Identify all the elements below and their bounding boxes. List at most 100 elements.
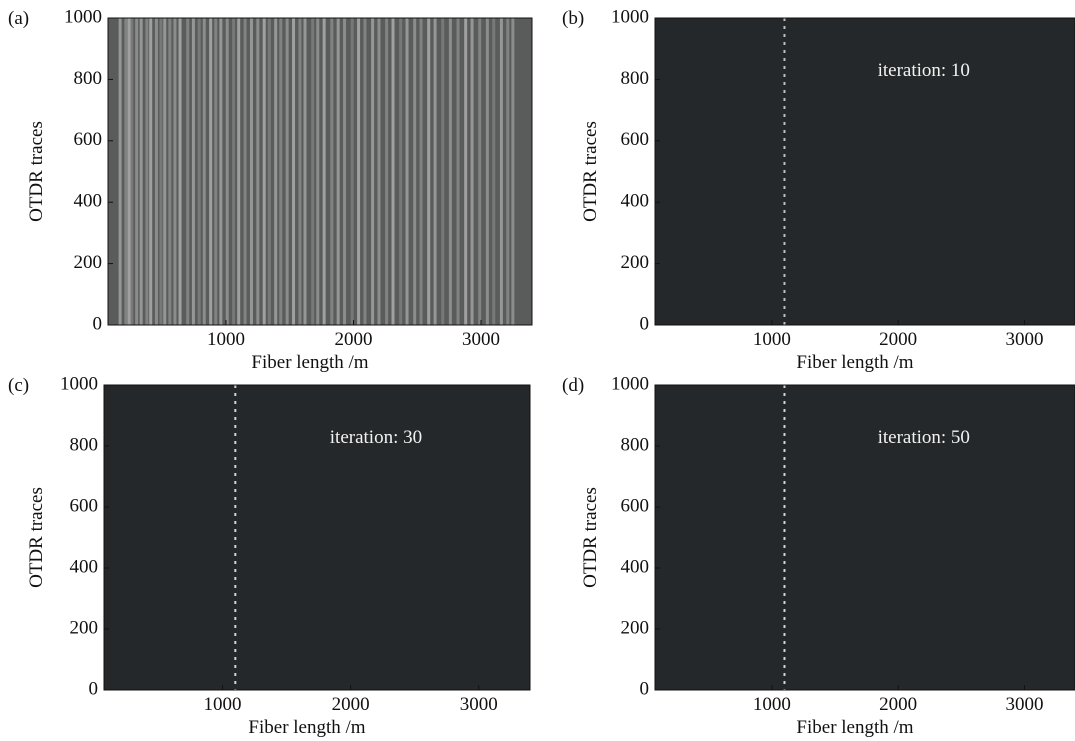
trace-stripe — [448, 18, 452, 325]
trace-stripe — [499, 18, 503, 325]
axes-frame — [103, 384, 531, 691]
trace-stripe — [274, 18, 278, 325]
y-tick-label: 0 — [93, 313, 103, 334]
trace-stripe — [249, 18, 253, 325]
trace-stripe — [197, 18, 201, 325]
annotation: iteration: 10 — [878, 60, 970, 81]
y-tick-label: 400 — [70, 556, 99, 577]
plot-area — [655, 18, 1075, 325]
x-tick-label: 3000 — [460, 694, 498, 715]
trace-stripe — [357, 18, 361, 325]
trace-stripe — [456, 18, 460, 325]
trace-stripe — [399, 18, 403, 325]
trace-stripe — [492, 18, 496, 325]
y-tick-label: 0 — [89, 678, 99, 699]
trace-stripe — [232, 18, 236, 325]
trace-stripe — [433, 18, 437, 325]
x-tick-label: 2000 — [879, 329, 917, 350]
trace-stripe — [135, 18, 139, 325]
trace-stripe — [202, 18, 206, 325]
y-tick-label: 400 — [74, 191, 103, 212]
trace-stripe — [225, 18, 229, 325]
plot-area — [108, 18, 532, 325]
trace-stripe — [385, 18, 389, 325]
y-tick-label: 200 — [74, 252, 103, 273]
trace-stripe — [478, 18, 482, 325]
y-tick-label: 400 — [621, 191, 650, 212]
y-tick-label: 800 — [70, 434, 99, 455]
annotation: iteration: 50 — [878, 427, 970, 448]
trace-stripe — [237, 18, 241, 325]
y-axis-label: OTDR traces — [580, 487, 601, 588]
x-axis-label: Fiber length /m — [248, 717, 365, 738]
x-axis-label: Fiber length /m — [251, 352, 368, 373]
x-tick-label: 2000 — [879, 694, 917, 715]
panel-label: (d) — [562, 375, 584, 396]
trace-stripe — [130, 18, 134, 325]
trace-stripe — [191, 18, 195, 325]
trace-stripe — [149, 18, 153, 325]
y-tick-label: 1000 — [64, 6, 102, 27]
y-tick-label: 200 — [621, 617, 650, 638]
trace-stripe — [470, 18, 474, 325]
trace-stripe — [118, 18, 122, 325]
trace-stripe — [173, 18, 177, 325]
trace-stripe — [303, 18, 307, 325]
trace-stripe — [405, 18, 409, 325]
y-tick-label: 800 — [74, 68, 103, 89]
trace-stripe — [163, 18, 167, 325]
x-axis-label: Fiber length /m — [796, 352, 913, 373]
x-tick-label: 3000 — [1005, 329, 1043, 350]
trace-stripe — [419, 18, 423, 325]
x-tick-label: 1000 — [753, 329, 791, 350]
axes-frame — [654, 17, 1075, 326]
plot-area — [104, 385, 530, 690]
y-axis-label: OTDR traces — [580, 121, 601, 222]
y-tick-label: 0 — [640, 313, 650, 334]
y-tick-label: 600 — [74, 129, 103, 150]
trace-stripe — [285, 18, 289, 325]
panel-label: (c) — [8, 375, 29, 396]
y-tick-label: 800 — [621, 68, 650, 89]
trace-stripe — [441, 18, 445, 325]
y-tick-label: 400 — [621, 556, 650, 577]
y-tick-label: 0 — [640, 678, 650, 699]
y-tick-label: 1000 — [611, 373, 649, 394]
y-axis-label: OTDR traces — [26, 487, 47, 588]
x-tick-label: 1000 — [207, 329, 245, 350]
trace-stripe — [186, 18, 190, 325]
trace-stripe — [124, 18, 128, 325]
trace-stripe — [298, 18, 302, 325]
trace-stripe — [363, 18, 367, 325]
panel-label: (a) — [8, 8, 29, 29]
trace-stripe — [145, 18, 149, 325]
x-tick-label: 3000 — [462, 329, 500, 350]
panel-label: (b) — [562, 8, 584, 29]
trace-stripe — [209, 18, 213, 325]
trace-stripe — [243, 18, 247, 325]
trace-stripe — [322, 18, 326, 325]
trace-stripe — [262, 18, 266, 325]
trace-stripe — [311, 18, 315, 325]
x-tick-label: 3000 — [1005, 694, 1043, 715]
trace-stripe — [511, 18, 515, 325]
y-tick-label: 200 — [621, 252, 650, 273]
trace-stripe — [464, 18, 468, 325]
y-axis-label: OTDR traces — [26, 121, 47, 222]
y-tick-label: 600 — [621, 129, 650, 150]
trace-stripe — [292, 18, 296, 325]
trace-stripe — [391, 18, 395, 325]
trace-stripe — [485, 18, 489, 325]
trace-stripe — [330, 18, 334, 325]
y-tick-label: 600 — [621, 495, 650, 516]
trace-stripe — [343, 18, 347, 325]
x-axis-label: Fiber length /m — [796, 717, 913, 738]
x-tick-label: 2000 — [334, 329, 372, 350]
trace-stripe — [127, 18, 131, 325]
trace-stripe — [267, 18, 271, 325]
trace-stripe — [413, 18, 417, 325]
trace-stripe — [256, 18, 260, 325]
trace-stripe — [214, 18, 218, 325]
trace-stripe — [178, 18, 182, 325]
